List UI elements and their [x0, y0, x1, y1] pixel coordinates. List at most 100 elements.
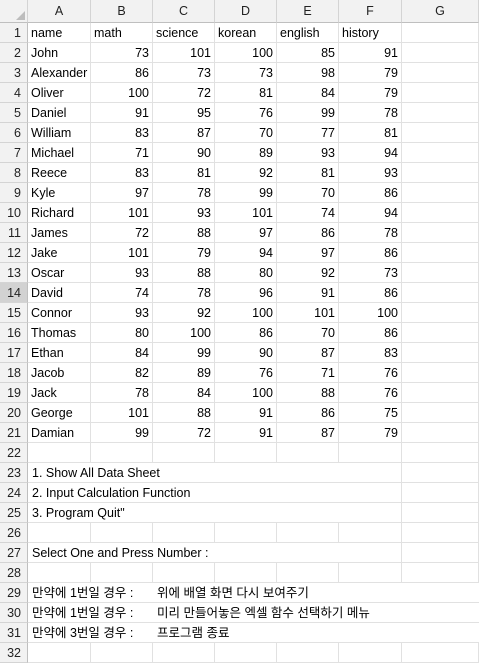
score-cell[interactable]: 91: [215, 423, 277, 443]
score-cell[interactable]: 91: [339, 43, 402, 63]
score-cell[interactable]: 86: [91, 63, 153, 83]
cell[interactable]: [277, 523, 339, 543]
cell[interactable]: [339, 523, 402, 543]
score-cell[interactable]: 99: [91, 423, 153, 443]
student-name-cell[interactable]: Ethan: [28, 343, 91, 363]
cell[interactable]: [339, 503, 402, 523]
row-header-26[interactable]: 26: [0, 523, 28, 543]
score-cell[interactable]: 82: [91, 363, 153, 383]
cell[interactable]: [215, 643, 277, 663]
cell[interactable]: [402, 323, 479, 343]
score-cell[interactable]: 94: [215, 243, 277, 263]
cell[interactable]: [402, 383, 479, 403]
score-cell[interactable]: 76: [215, 363, 277, 383]
column-header-f[interactable]: F: [339, 0, 402, 23]
cell[interactable]: [277, 643, 339, 663]
score-cell[interactable]: 77: [277, 123, 339, 143]
note-text[interactable]: 위에 배열 화면 다시 보여주기: [154, 583, 479, 602]
menu-line-3[interactable]: 3. Program Quit": [29, 503, 341, 522]
student-name-cell[interactable]: John: [28, 43, 91, 63]
row-header-30[interactable]: 30: [0, 603, 28, 623]
select-all-corner[interactable]: [0, 0, 28, 23]
cell[interactable]: [91, 643, 153, 663]
menu-line-2[interactable]: 2. Input Calculation Function: [29, 483, 341, 502]
score-cell[interactable]: 83: [91, 123, 153, 143]
score-cell[interactable]: 88: [277, 383, 339, 403]
score-cell[interactable]: 87: [277, 423, 339, 443]
row-header-19[interactable]: 19: [0, 383, 28, 403]
row-header-28[interactable]: 28: [0, 563, 28, 583]
score-cell[interactable]: 97: [91, 183, 153, 203]
score-cell[interactable]: 101: [153, 43, 215, 63]
score-cell[interactable]: 101: [91, 243, 153, 263]
score-cell[interactable]: 86: [339, 183, 402, 203]
score-cell[interactable]: 98: [277, 63, 339, 83]
student-name-cell[interactable]: Damian: [28, 423, 91, 443]
cell[interactable]: [402, 423, 479, 443]
row-header-7[interactable]: 7: [0, 143, 28, 163]
score-cell[interactable]: 74: [91, 283, 153, 303]
note-text[interactable]: 프로그램 종료: [154, 623, 479, 642]
column-label-name[interactable]: name: [28, 23, 91, 43]
score-cell[interactable]: 78: [339, 223, 402, 243]
cell[interactable]: [153, 443, 215, 463]
cell[interactable]: [402, 543, 479, 563]
score-cell[interactable]: 99: [153, 343, 215, 363]
cell[interactable]: [215, 563, 277, 583]
cell[interactable]: [402, 363, 479, 383]
cell[interactable]: [339, 643, 402, 663]
student-name-cell[interactable]: James: [28, 223, 91, 243]
score-cell[interactable]: 97: [277, 243, 339, 263]
score-cell[interactable]: 75: [339, 403, 402, 423]
cell[interactable]: [402, 443, 479, 463]
score-cell[interactable]: 73: [215, 63, 277, 83]
student-name-cell[interactable]: Kyle: [28, 183, 91, 203]
cell[interactable]: [402, 123, 479, 143]
row-header-25[interactable]: 25: [0, 503, 28, 523]
student-name-cell[interactable]: Connor: [28, 303, 91, 323]
column-label-english[interactable]: english: [277, 23, 339, 43]
score-cell[interactable]: 83: [339, 343, 402, 363]
score-cell[interactable]: 80: [215, 263, 277, 283]
score-cell[interactable]: 93: [91, 303, 153, 323]
cell[interactable]: [402, 63, 479, 83]
score-cell[interactable]: 99: [215, 183, 277, 203]
score-cell[interactable]: 81: [277, 163, 339, 183]
row-header-32[interactable]: 32: [0, 643, 28, 663]
score-cell[interactable]: 91: [277, 283, 339, 303]
row-header-31[interactable]: 31: [0, 623, 28, 643]
student-name-cell[interactable]: Oliver: [28, 83, 91, 103]
row-header-10[interactable]: 10: [0, 203, 28, 223]
row-header-22[interactable]: 22: [0, 443, 28, 463]
cell[interactable]: [402, 243, 479, 263]
cell[interactable]: [339, 543, 402, 563]
score-cell[interactable]: 78: [91, 383, 153, 403]
score-cell[interactable]: 76: [339, 363, 402, 383]
student-name-cell[interactable]: Jake: [28, 243, 91, 263]
score-cell[interactable]: 94: [339, 143, 402, 163]
student-name-cell[interactable]: George: [28, 403, 91, 423]
cell[interactable]: [91, 563, 153, 583]
cell[interactable]: [339, 463, 402, 483]
column-header-g[interactable]: G: [402, 0, 479, 23]
row-header-11[interactable]: 11: [0, 223, 28, 243]
score-cell[interactable]: 79: [339, 83, 402, 103]
score-cell[interactable]: 97: [215, 223, 277, 243]
student-name-cell[interactable]: Oscar: [28, 263, 91, 283]
row-header-20[interactable]: 20: [0, 403, 28, 423]
cell[interactable]: [215, 523, 277, 543]
cell[interactable]: [402, 283, 479, 303]
row-header-23[interactable]: 23: [0, 463, 28, 483]
note-label[interactable]: 만약에 1번일 경우 :: [29, 603, 155, 622]
score-cell[interactable]: 101: [277, 303, 339, 323]
menu-line-1[interactable]: 1. Show All Data Sheet: [29, 463, 341, 482]
cell[interactable]: [402, 403, 479, 423]
score-cell[interactable]: 80: [91, 323, 153, 343]
score-cell[interactable]: 90: [215, 343, 277, 363]
score-cell[interactable]: 85: [277, 43, 339, 63]
column-header-c[interactable]: C: [153, 0, 215, 23]
score-cell[interactable]: 78: [153, 283, 215, 303]
score-cell[interactable]: 73: [91, 43, 153, 63]
score-cell[interactable]: 94: [339, 203, 402, 223]
student-name-cell[interactable]: William: [28, 123, 91, 143]
